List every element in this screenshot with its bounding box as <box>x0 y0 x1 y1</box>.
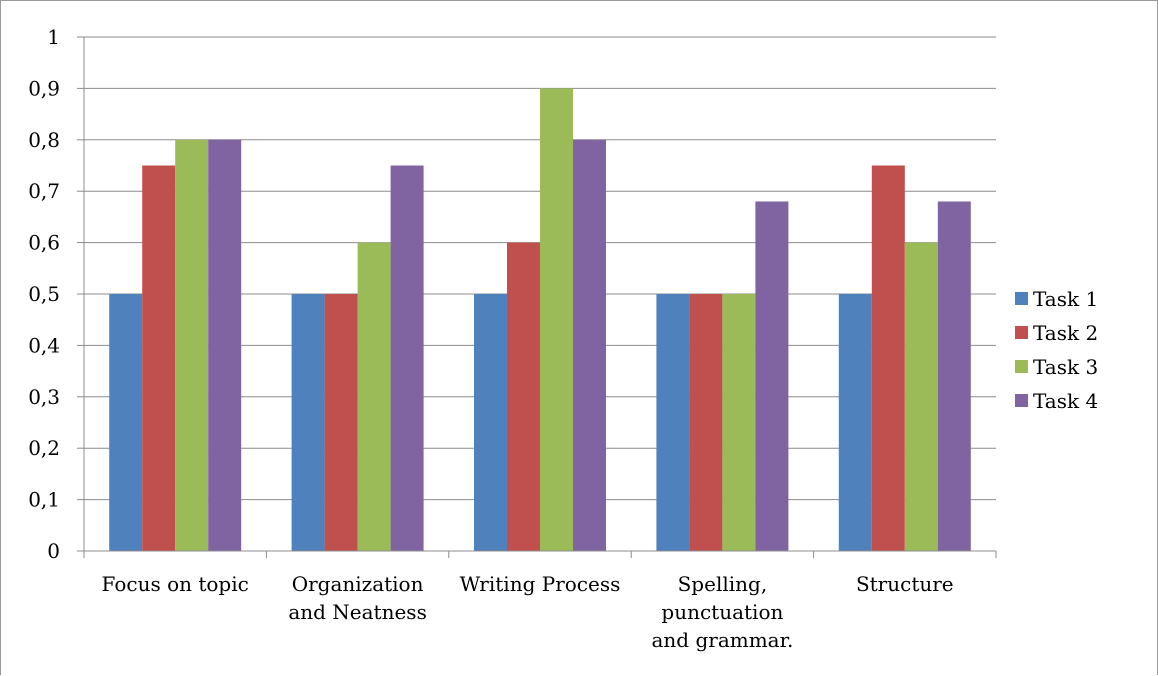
legend-label: Task 4 <box>1033 389 1098 413</box>
y-tick-label: 0,7 <box>28 179 60 203</box>
bar-task-3-cat-4 <box>904 242 938 551</box>
x-category-label-line: Organization <box>292 572 424 596</box>
legend-label: Task 1 <box>1033 287 1098 311</box>
bar-task-3-cat-1 <box>357 242 391 551</box>
legend-label: Task 3 <box>1033 355 1098 379</box>
bar-task-2-cat-0 <box>142 165 176 551</box>
legend-swatch-task-3 <box>1015 360 1028 373</box>
x-category-label-line: Spelling, <box>678 572 768 596</box>
legend-swatch-task-1 <box>1015 292 1028 305</box>
x-category-label: Focus on topic <box>102 572 249 596</box>
bar-task-1-cat-1 <box>291 294 325 551</box>
legend-swatch-task-2 <box>1015 326 1028 339</box>
x-category-labels: Focus on topic Organization and Neatness Wr… <box>102 572 954 652</box>
y-tick-label: 0,8 <box>28 128 60 152</box>
x-category-label-line: Writing Process <box>460 572 621 596</box>
y-tick-label: 0 <box>47 539 60 563</box>
bar-task-1-cat-3 <box>656 294 690 551</box>
bar-task-3-cat-3 <box>722 294 756 551</box>
bars <box>109 88 971 552</box>
axes <box>83 37 997 558</box>
x-category-label: Spelling, punctuation and grammar. <box>651 572 793 652</box>
bar-task-1-cat-0 <box>109 294 143 551</box>
y-tick-label: 1 <box>47 25 60 49</box>
bar-task-2-cat-2 <box>507 242 540 551</box>
x-category-label-line: Focus on topic <box>102 572 249 596</box>
legend-swatch-task-4 <box>1015 394 1028 407</box>
y-tick-labels: 0 0,1 0,2 0,3 0,4 0,5 0,6 0,7 0,8 0,9 1 <box>28 25 60 563</box>
y-tick-label: 0,9 <box>28 76 60 100</box>
legend: Task 1 Task 2 Task 3 Task 4 <box>1015 287 1098 413</box>
bar-task-1-cat-2 <box>474 294 507 551</box>
x-category-label-line: Structure <box>856 572 954 596</box>
bar-task-1-cat-4 <box>838 294 872 551</box>
bar-task-2-cat-1 <box>324 294 358 551</box>
x-category-label: Organization and Neatness <box>288 572 427 624</box>
y-tick-label: 0,1 <box>28 488 60 512</box>
bar-task-2-cat-4 <box>871 165 905 551</box>
bar-task-4-cat-1 <box>390 165 424 551</box>
y-tick-label: 0,3 <box>28 385 60 409</box>
x-category-label: Structure <box>856 572 954 596</box>
bar-task-2-cat-3 <box>689 294 723 551</box>
y-tick-label: 0,4 <box>28 333 60 357</box>
x-category-label-line: punctuation <box>661 600 783 624</box>
bar-task-4-cat-0 <box>208 139 242 552</box>
bar-task-4-cat-3 <box>755 201 789 552</box>
x-category-label: Writing Process <box>460 572 621 596</box>
bar-task-3-cat-2 <box>540 88 573 552</box>
legend-label: Task 2 <box>1033 321 1098 345</box>
x-category-label-line: and Neatness <box>288 600 427 624</box>
bar-task-3-cat-0 <box>175 139 209 552</box>
bar-task-4-cat-2 <box>573 139 606 552</box>
y-tick-label: 0,6 <box>28 231 60 255</box>
y-tick-label: 0,2 <box>28 436 60 460</box>
x-category-label-line: and grammar. <box>651 628 793 652</box>
bar-task-4-cat-4 <box>937 201 971 552</box>
y-tick-label: 0,5 <box>28 282 60 306</box>
